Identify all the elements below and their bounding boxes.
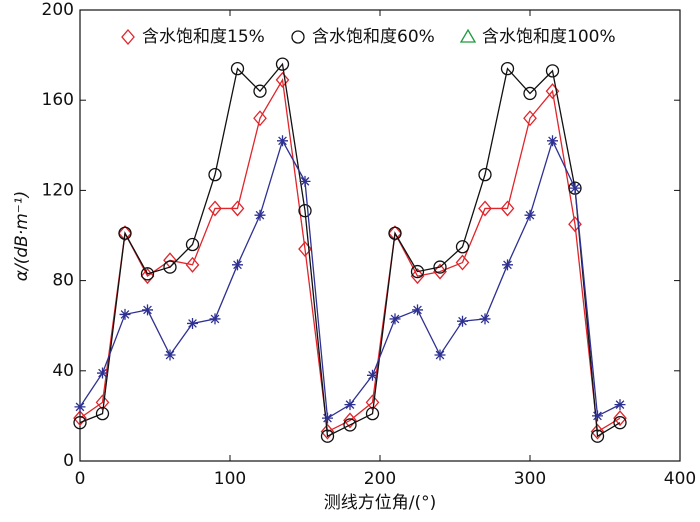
- data-point: [388, 226, 402, 240]
- data-point: [365, 406, 380, 421]
- legend-label: 含水饱和度100%: [482, 27, 616, 47]
- y-tick-label: 160: [42, 90, 74, 110]
- data-point: [389, 313, 401, 325]
- data-point: [163, 260, 177, 274]
- x-tick-label: 300: [514, 469, 546, 489]
- data-point: [613, 416, 627, 430]
- data-point: [185, 237, 200, 252]
- data-point: [140, 268, 155, 285]
- data-point: [569, 182, 581, 194]
- data-point: [275, 57, 290, 71]
- data-point: [434, 349, 446, 361]
- data-point: [298, 204, 312, 218]
- data-point: [367, 369, 378, 381]
- data-point: [230, 61, 245, 76]
- x-tick-label: 0: [75, 469, 86, 489]
- data-point: [119, 308, 131, 320]
- data-point: [118, 225, 132, 242]
- legend-label: 含水饱和度15%: [142, 27, 265, 47]
- data-point: [592, 410, 603, 422]
- data-point: [590, 429, 605, 443]
- data-point: [523, 110, 537, 127]
- data-point: [253, 84, 267, 98]
- data-point: [164, 349, 176, 361]
- x-tick-label: 400: [664, 469, 696, 489]
- legend-marker: [459, 28, 477, 43]
- data-point: [275, 71, 290, 88]
- data-point: [97, 367, 108, 379]
- data-point: [545, 64, 560, 78]
- data-point: [568, 216, 582, 233]
- data-point: [320, 423, 335, 440]
- x-axis-label: 测线方位角/(°): [324, 493, 437, 513]
- data-point: [74, 401, 86, 413]
- legend-marker: [121, 29, 135, 45]
- data-point: [73, 416, 87, 430]
- data-point: [232, 259, 243, 271]
- y-tick-label: 120: [42, 180, 74, 200]
- data-point: [343, 412, 357, 429]
- series-line: [79, 62, 621, 438]
- data-point: [412, 304, 423, 316]
- y-axis-label: α/(dB·m⁻¹): [12, 191, 32, 281]
- data-point: [208, 200, 222, 217]
- data-point: [187, 317, 198, 329]
- y-tick-label: 200: [42, 0, 74, 20]
- y-tick-label: 80: [52, 271, 74, 291]
- y-tick-label: 0: [63, 451, 74, 471]
- data-point: [410, 264, 425, 279]
- data-point: [433, 263, 447, 280]
- y-tick-label: 40: [52, 361, 74, 381]
- data-point: [277, 135, 288, 147]
- data-point: [142, 304, 153, 316]
- data-point: [478, 167, 492, 182]
- data-point: [478, 200, 492, 217]
- data-point: [140, 267, 155, 281]
- data-point: [500, 200, 515, 217]
- series-line: [79, 138, 621, 420]
- data-point: [433, 260, 447, 274]
- data-point: [343, 418, 357, 432]
- x-tick-label: 200: [364, 469, 396, 489]
- legend-marker: [291, 30, 305, 44]
- data-point: [410, 268, 425, 285]
- data-point: [524, 209, 536, 221]
- plot-frame: [79, 9, 681, 462]
- data-point: [590, 423, 605, 440]
- data-point: [614, 399, 626, 411]
- series-line: [79, 77, 621, 433]
- data-point: [344, 399, 356, 411]
- data-point: [455, 240, 470, 254]
- data-point: [253, 110, 267, 127]
- data-point: [613, 410, 627, 427]
- data-point: [547, 135, 558, 147]
- data-point: [457, 315, 468, 327]
- data-point: [322, 412, 333, 424]
- data-point: [185, 256, 200, 273]
- data-point: [479, 313, 491, 325]
- data-point: [95, 406, 110, 421]
- legend-label: 含水饱和度60%: [312, 27, 435, 47]
- data-point: [320, 429, 335, 443]
- data-point: [209, 313, 221, 325]
- data-point: [502, 259, 513, 271]
- data-point: [254, 209, 266, 221]
- data-point: [230, 200, 245, 217]
- data-point: [455, 254, 470, 271]
- data-point: [500, 61, 515, 76]
- data-point: [523, 86, 537, 101]
- data-point: [299, 175, 311, 187]
- data-point: [208, 167, 222, 182]
- data-point: [388, 225, 402, 242]
- x-tick-label: 100: [214, 469, 246, 489]
- data-point: [118, 226, 132, 240]
- data-point: [73, 410, 87, 427]
